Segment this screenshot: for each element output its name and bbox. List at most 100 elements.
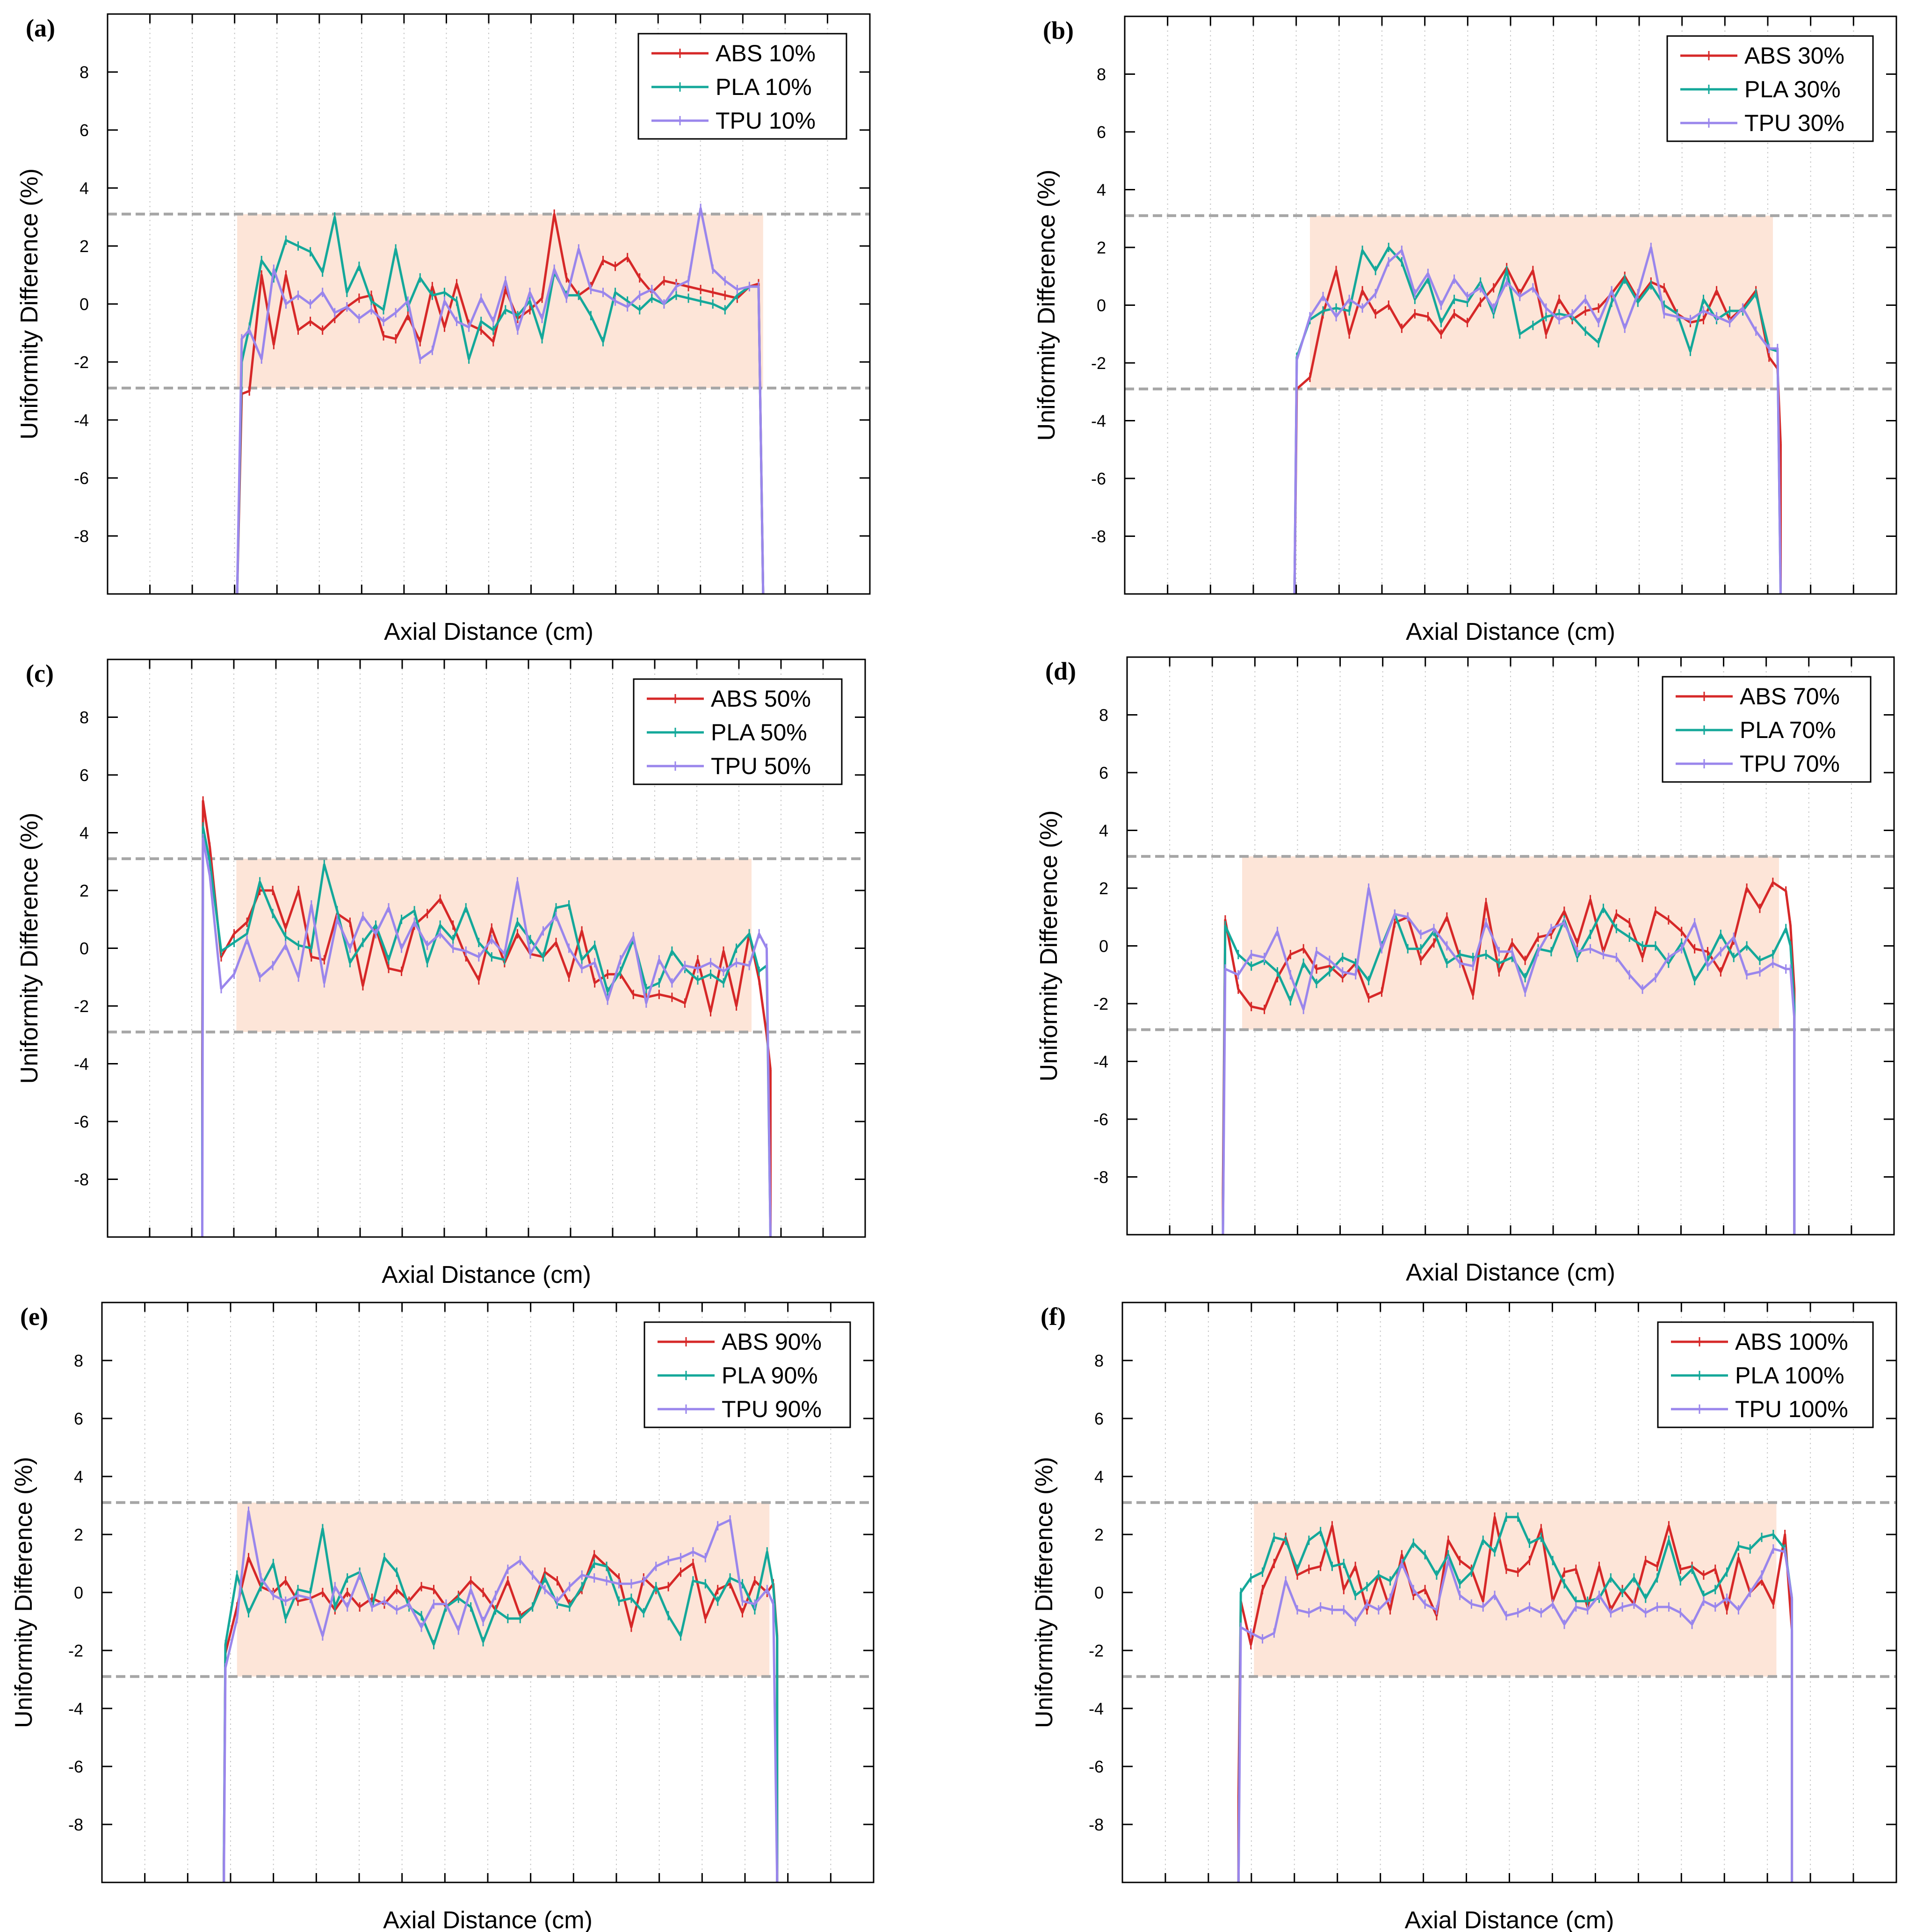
y-axis-title: Uniformity Difference (%) bbox=[16, 168, 43, 440]
legend-label: ABS 90% bbox=[722, 1329, 822, 1355]
series-line bbox=[1237, 1548, 1793, 1882]
y-tick-label: 4 bbox=[1097, 181, 1106, 200]
y-tick-label: 2 bbox=[1097, 238, 1106, 257]
y-tick-label: 8 bbox=[1097, 65, 1106, 84]
legend: ABS 90% PLA 90% TPU 90% bbox=[644, 1321, 851, 1428]
legend-label: ABS 70% bbox=[1740, 683, 1840, 709]
tolerance-band bbox=[236, 859, 752, 1032]
y-tick-label: 2 bbox=[80, 881, 89, 900]
legend-label: TPU 90% bbox=[722, 1396, 822, 1422]
y-axis-title: Uniformity Difference (%) bbox=[16, 813, 43, 1084]
panel-label: (c) bbox=[26, 659, 54, 687]
series-line bbox=[223, 1510, 779, 1882]
series-line bbox=[1293, 246, 1782, 594]
tolerance-band bbox=[1254, 1502, 1777, 1677]
y-tick-label: -4 bbox=[74, 411, 89, 430]
y-tick-label: -2 bbox=[74, 353, 89, 372]
x-axis-title: Axial Distance (cm) bbox=[1406, 1259, 1615, 1286]
x-axis-title: Axial Distance (cm) bbox=[384, 618, 593, 645]
y-tick-label: 8 bbox=[1099, 706, 1108, 725]
y-tick-label: 4 bbox=[80, 179, 89, 198]
legend: ABS 100% PLA 100% TPU 100% bbox=[1657, 1321, 1874, 1428]
y-tick-label: -2 bbox=[1091, 354, 1106, 373]
y-tick-label: 0 bbox=[80, 295, 89, 314]
series-pla-30pct bbox=[1293, 243, 1782, 594]
legend-label: PLA 70% bbox=[1740, 717, 1836, 743]
chart-panel-f: -8 -6 -4 -2 0 2 4 6 8 Axial Distance (cm) Uniformi… bbox=[1031, 1302, 1897, 1932]
y-tick-label: -8 bbox=[68, 1815, 83, 1834]
y-tick-label: 6 bbox=[80, 766, 89, 785]
legend-label: PLA 10% bbox=[716, 74, 812, 100]
y-tick-label: 2 bbox=[1094, 1525, 1104, 1544]
chart-panel-b: -8 -6 -4 -2 0 2 4 6 8 Axial Distance (cm) Uniformi… bbox=[1033, 15, 1897, 645]
x-axis-title: Axial Distance (cm) bbox=[1406, 618, 1615, 645]
y-tick-label: -2 bbox=[1093, 994, 1108, 1013]
y-tick-label: 2 bbox=[74, 1525, 83, 1544]
y-tick-label: -8 bbox=[1091, 527, 1106, 546]
y-tick-label: 0 bbox=[1099, 937, 1108, 956]
y-axis-title: Uniformity Difference (%) bbox=[1033, 170, 1060, 441]
legend-label: ABS 100% bbox=[1735, 1329, 1848, 1355]
panel-label: (d) bbox=[1045, 657, 1076, 685]
y-tick-label: -8 bbox=[1093, 1168, 1108, 1187]
y-tick-label: -4 bbox=[1091, 412, 1106, 431]
legend-label: ABS 10% bbox=[716, 40, 816, 66]
series-tpu-50pct bbox=[201, 833, 772, 1237]
chart-panel-a: -8 -6 -4 -2 0 2 4 6 8 Axial Distance (cm) Uniformi… bbox=[16, 13, 871, 645]
y-tick-label: 6 bbox=[1097, 123, 1106, 142]
series-line bbox=[1237, 1516, 1793, 1882]
y-tick-label: 6 bbox=[1099, 763, 1108, 782]
y-tick-label: -6 bbox=[1089, 1757, 1104, 1776]
series-tpu-90pct bbox=[223, 1506, 779, 1882]
legend: ABS 50% PLA 50% TPU 50% bbox=[633, 678, 843, 785]
y-tick-label: -4 bbox=[74, 1055, 89, 1074]
legend-label: PLA 30% bbox=[1744, 76, 1841, 102]
series-tpu-70pct bbox=[1222, 883, 1796, 1235]
y-tick-label: 8 bbox=[80, 63, 89, 82]
series-line bbox=[236, 216, 765, 594]
y-tick-label: -2 bbox=[68, 1641, 83, 1660]
y-tick-label: -8 bbox=[74, 527, 89, 546]
series-line bbox=[223, 1527, 779, 1865]
y-tick-label: -2 bbox=[74, 997, 89, 1016]
y-tick-label: -6 bbox=[74, 469, 89, 488]
y-tick-label: -6 bbox=[74, 1112, 89, 1131]
legend: ABS 70% PLA 70% TPU 70% bbox=[1662, 676, 1872, 783]
legend-label: PLA 100% bbox=[1735, 1362, 1844, 1389]
y-tick-label: -6 bbox=[1091, 469, 1106, 488]
y-tick-label: 8 bbox=[1094, 1351, 1104, 1370]
legend-label: TPU 100% bbox=[1735, 1396, 1848, 1422]
y-axis-title: Uniformity Difference (%) bbox=[1035, 810, 1063, 1082]
x-axis-title: Axial Distance (cm) bbox=[383, 1907, 593, 1932]
series-tpu-10pct bbox=[236, 203, 765, 594]
y-tick-label: -8 bbox=[74, 1170, 89, 1189]
panel-label: (e) bbox=[20, 1302, 48, 1331]
series-line bbox=[236, 213, 765, 594]
y-tick-label: 4 bbox=[74, 1467, 83, 1486]
chart-panel-e: -8 -6 -4 -2 0 2 4 6 8 Axial Distance (cm) Uniformi… bbox=[10, 1302, 875, 1932]
legend-label: ABS 30% bbox=[1744, 43, 1844, 69]
y-tick-label: 0 bbox=[74, 1583, 83, 1602]
y-tick-label: -4 bbox=[1093, 1052, 1108, 1071]
series-line bbox=[236, 207, 765, 594]
y-tick-label: 2 bbox=[80, 237, 89, 256]
y-tick-label: 8 bbox=[80, 708, 89, 727]
legend-label: TPU 70% bbox=[1740, 751, 1840, 777]
y-axis-title: Uniformity Difference (%) bbox=[10, 1457, 37, 1728]
chart-panel-d: -8 -6 -4 -2 0 2 4 6 8 Axial Distance (cm) Uniformi… bbox=[1035, 656, 1895, 1286]
y-tick-label: 8 bbox=[74, 1351, 83, 1370]
y-tick-label: -4 bbox=[1089, 1699, 1104, 1718]
legend-label: TPU 50% bbox=[711, 753, 811, 779]
legend: ABS 30% PLA 30% TPU 30% bbox=[1666, 35, 1874, 142]
y-axis-title: Uniformity Difference (%) bbox=[1031, 1457, 1058, 1728]
y-tick-label: 6 bbox=[80, 121, 89, 140]
legend-label: PLA 50% bbox=[711, 719, 807, 745]
y-tick-label: -4 bbox=[68, 1699, 83, 1718]
y-tick-label: 4 bbox=[1099, 821, 1108, 840]
x-axis-title: Axial Distance (cm) bbox=[382, 1261, 591, 1288]
legend-label: TPU 10% bbox=[716, 108, 816, 134]
y-tick-label: -6 bbox=[68, 1757, 83, 1776]
y-tick-label: 0 bbox=[1097, 296, 1106, 315]
y-tick-label: 4 bbox=[1094, 1467, 1104, 1486]
